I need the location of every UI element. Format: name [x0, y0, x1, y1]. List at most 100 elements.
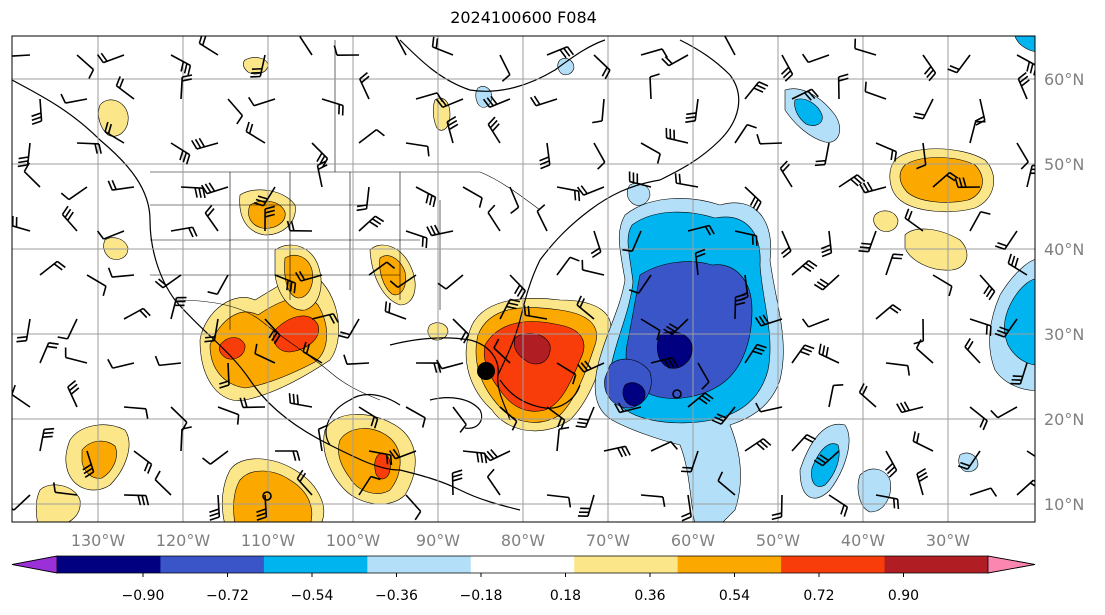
wind-barb	[885, 450, 898, 478]
wind-barb	[96, 230, 125, 240]
wind-barb	[358, 406, 379, 429]
wind-barb	[499, 298, 521, 320]
wind-barb	[487, 116, 501, 144]
colorbar-tick-label: 0.36	[634, 588, 665, 604]
wind-barb	[969, 318, 992, 336]
wind-barb	[854, 38, 877, 56]
wind-barb	[180, 74, 193, 100]
wind-barb	[170, 296, 187, 320]
wind-barb	[837, 73, 849, 100]
open-circle-marker	[672, 389, 682, 399]
wind-barb	[791, 434, 817, 452]
wind-barb	[896, 401, 924, 414]
colorbar-tick-label: −0.72	[206, 588, 249, 604]
wind-barb	[932, 171, 959, 188]
wind-barb	[358, 475, 381, 496]
wind-barb	[23, 162, 41, 188]
wind-barb	[321, 98, 344, 116]
wind-barb	[681, 494, 693, 522]
wind-barb	[828, 383, 844, 408]
wind-barb	[539, 142, 551, 170]
lat-label: 10°N	[1044, 495, 1084, 514]
colorbar-over-arrow	[987, 555, 1036, 574]
wind-barb	[64, 347, 88, 364]
wind-barb	[556, 426, 570, 452]
wind-barb	[286, 220, 313, 232]
wind-barb	[947, 54, 971, 74]
wind-barb	[576, 360, 605, 373]
wind-barb	[990, 406, 1018, 419]
wind-barb	[509, 186, 520, 215]
wind-barb	[247, 96, 276, 107]
wind-barb	[913, 98, 934, 120]
wind-barb	[1017, 71, 1030, 100]
wind-barb	[628, 274, 652, 294]
lon-label: 110°W	[241, 531, 296, 550]
colorbar-tick-label: −0.36	[375, 588, 418, 604]
wind-barb	[499, 54, 511, 82]
colorbar-bin	[884, 556, 989, 573]
wind-barb	[76, 54, 95, 79]
wind-barb	[170, 142, 191, 165]
wind-barb	[274, 450, 301, 461]
wind-barb	[219, 362, 230, 389]
lon-label: 120°W	[156, 531, 211, 550]
map-frame	[11, 35, 1036, 523]
wind-barb	[104, 121, 125, 144]
wind-barb	[431, 36, 454, 56]
wind-barb	[885, 362, 911, 376]
wind-barb	[913, 318, 925, 345]
lon-label: 80°W	[501, 531, 545, 550]
colorbar-bin	[263, 556, 368, 573]
wind-barb	[82, 450, 95, 479]
wind-barb	[969, 487, 998, 497]
colorbar-bin	[367, 556, 472, 573]
wind-barb	[57, 318, 78, 340]
wind-barb	[576, 295, 595, 320]
wind-barb	[592, 98, 605, 124]
wind-barb	[687, 392, 714, 408]
colorbar-bin	[574, 556, 679, 573]
wind-barb	[674, 173, 699, 188]
wind-barb	[384, 301, 407, 320]
wind-barb	[969, 406, 988, 431]
open-circle-marker	[262, 491, 272, 501]
wind-barb	[295, 270, 323, 282]
wind-barb	[791, 259, 818, 276]
wind-barb	[663, 318, 689, 335]
wind-barb	[509, 274, 527, 300]
wind-barb	[264, 318, 281, 345]
wind-barb	[311, 142, 329, 168]
wind-barb	[734, 123, 757, 144]
wind-barb	[744, 438, 772, 452]
wind-barb	[969, 120, 986, 144]
wind-barb	[614, 402, 642, 414]
wind-barb	[1026, 450, 1035, 458]
colorbar-tick-label: −0.18	[460, 588, 503, 604]
colorbar-bin	[57, 556, 161, 573]
wind-barb	[801, 318, 830, 328]
wind-barb	[486, 468, 501, 496]
wind-barb	[253, 186, 276, 207]
wind-barb	[529, 95, 558, 107]
wind-barb	[437, 274, 464, 290]
wind-barb	[734, 230, 758, 246]
wind-barb	[76, 142, 102, 154]
wind-barb	[995, 230, 1018, 251]
wind-barb	[969, 210, 991, 232]
wind-barb	[115, 76, 135, 100]
wind-barb	[754, 314, 783, 327]
wind-barb	[239, 397, 266, 409]
colorbar-under-arrow	[11, 555, 58, 574]
wind-barb	[415, 362, 442, 373]
wind-barb	[12, 494, 31, 511]
wind-barb	[107, 179, 135, 191]
wind-barb	[67, 380, 80, 408]
wind-barb	[133, 450, 153, 474]
colorbar-bin	[160, 556, 265, 573]
wind-barbs	[12, 36, 1035, 522]
wind-barb	[665, 127, 689, 144]
wind-barb	[755, 402, 783, 413]
wind-barb	[302, 341, 323, 364]
lat-label: 40°N	[1044, 240, 1084, 259]
